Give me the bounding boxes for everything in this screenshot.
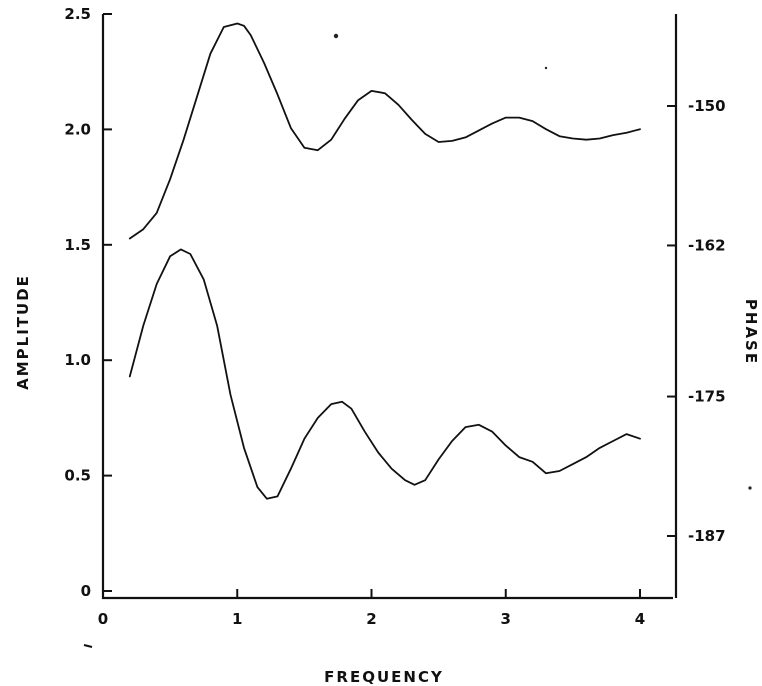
x-tick-label: 1 [232, 610, 242, 628]
y2-tick-label: -187 [688, 527, 726, 545]
scan-speck [544, 66, 548, 70]
x-tick-label: 2 [366, 610, 376, 628]
y2-tick-label: -175 [688, 388, 726, 406]
scan-speck [748, 486, 752, 490]
y-axis-title: AMPLITUDE [14, 274, 32, 390]
y2-tick-label: -162 [688, 236, 726, 254]
x-tick-label: 4 [635, 610, 645, 628]
y-tick-label: 1.5 [64, 236, 91, 254]
y-tick-label: 0 [81, 582, 91, 600]
y-axis-left: 0 0.5 1.0 1.5 2.0 2.5 [64, 5, 112, 600]
y-tick-label: 2.0 [64, 120, 91, 138]
series-group [128, 22, 641, 500]
scan-speck [333, 33, 339, 39]
amplitude-series-line [128, 248, 641, 500]
y-tick-label: 2.5 [64, 5, 91, 23]
plot-frame [101, 14, 673, 600]
x-axis: 0 1 2 3 4 [98, 589, 645, 628]
x-tick-label: 3 [501, 610, 511, 628]
scan-speck [83, 644, 93, 648]
x-axis-title: FREQUENCY [324, 668, 444, 686]
phase-series-line [128, 22, 641, 240]
y-tick-label: 1.0 [64, 351, 91, 369]
y2-tick-label: -150 [688, 97, 726, 115]
y-tick-label: 0.5 [64, 467, 91, 485]
y-axis-right: -150 -162 -175 -187 [667, 97, 726, 545]
y2-axis-title: PHASE [742, 299, 760, 365]
x-tick-label: 0 [98, 610, 108, 628]
